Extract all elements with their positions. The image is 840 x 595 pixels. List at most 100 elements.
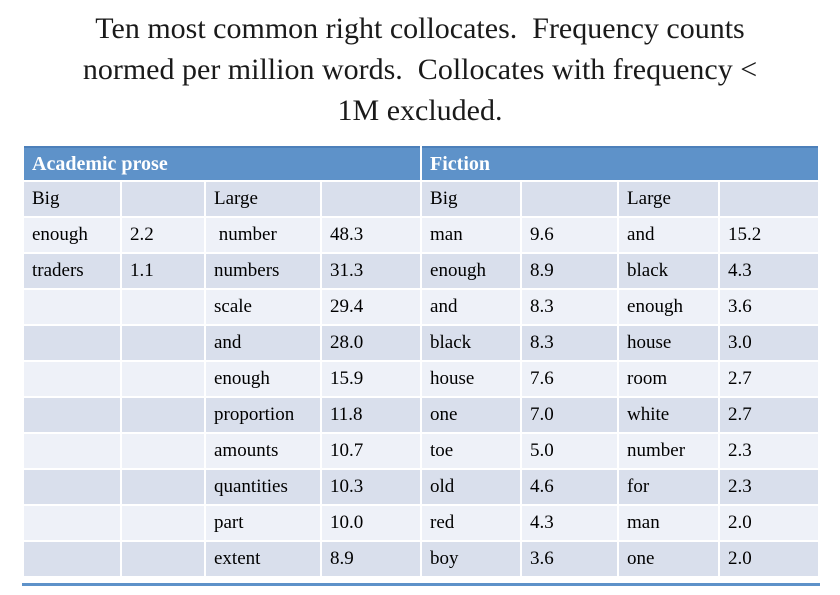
subheader-cell bbox=[322, 182, 421, 216]
group-header-row: Academic prose Fiction bbox=[24, 146, 819, 180]
table-row: traders 1.1 numbers 31.3 enough 8.9 blac… bbox=[24, 254, 819, 288]
table-cell: house bbox=[422, 362, 521, 396]
table-cell bbox=[24, 362, 120, 396]
table-cell: toe bbox=[422, 434, 521, 468]
table-cell bbox=[24, 290, 120, 324]
subheader-cell: Big bbox=[24, 182, 120, 216]
table-cell: 5.0 bbox=[522, 434, 618, 468]
table-cell: traders bbox=[24, 254, 120, 288]
table-cell: 2.0 bbox=[720, 542, 819, 576]
table-cell: 3.0 bbox=[720, 326, 819, 360]
table-cell: 10.3 bbox=[322, 470, 421, 504]
table-cell: 4.6 bbox=[522, 470, 618, 504]
table-cell bbox=[122, 362, 204, 396]
table-cell: room bbox=[619, 362, 719, 396]
subheader-cell: Big bbox=[422, 182, 521, 216]
table-cell: house bbox=[619, 326, 719, 360]
table-cell: quantities bbox=[206, 470, 320, 504]
subheader-cell bbox=[122, 182, 204, 216]
table-cell: old bbox=[422, 470, 521, 504]
table-cell: black bbox=[422, 326, 521, 360]
table-cell: 9.6 bbox=[522, 218, 618, 252]
table-cell: amounts bbox=[206, 434, 320, 468]
table-cell: black bbox=[619, 254, 719, 288]
table-cell: 7.6 bbox=[522, 362, 618, 396]
table-cell bbox=[122, 542, 204, 576]
table-cell: one bbox=[422, 398, 521, 432]
table-cell: 31.3 bbox=[322, 254, 421, 288]
table-cell: 3.6 bbox=[720, 290, 819, 324]
table-cell: 7.0 bbox=[522, 398, 618, 432]
table-cell: 2.2 bbox=[122, 218, 204, 252]
table-cell: scale bbox=[206, 290, 320, 324]
table-cell: for bbox=[619, 470, 719, 504]
slide-title: Ten most common right collocates. Freque… bbox=[0, 8, 840, 131]
table-cell: red bbox=[422, 506, 521, 540]
table-cell bbox=[24, 326, 120, 360]
table-cell: 29.4 bbox=[322, 290, 421, 324]
table-cell: 15.9 bbox=[322, 362, 421, 396]
table-cell: number bbox=[619, 434, 719, 468]
table-cell bbox=[24, 506, 120, 540]
table-cell: enough bbox=[24, 218, 120, 252]
table-row: enough 15.9 house 7.6 room 2.7 bbox=[24, 362, 819, 396]
title-line-3: 1M excluded. bbox=[337, 94, 503, 127]
table-cell bbox=[122, 326, 204, 360]
table-row: part 10.0 red 4.3 man 2.0 bbox=[24, 506, 819, 540]
table-cell: extent bbox=[206, 542, 320, 576]
table-cell: and bbox=[422, 290, 521, 324]
table-cell: proportion bbox=[206, 398, 320, 432]
table-cell: 2.7 bbox=[720, 398, 819, 432]
table-cell bbox=[24, 470, 120, 504]
table-cell: numbers bbox=[206, 254, 320, 288]
table-cell: boy bbox=[422, 542, 521, 576]
table-cell bbox=[122, 290, 204, 324]
table-row: and 28.0 black 8.3 house 3.0 bbox=[24, 326, 819, 360]
table-cell: 2.0 bbox=[720, 506, 819, 540]
table-row: extent 8.9 boy 3.6 one 2.0 bbox=[24, 542, 819, 576]
subheader-cell bbox=[522, 182, 618, 216]
table-cell bbox=[122, 434, 204, 468]
table-row: quantities 10.3 old 4.6 for 2.3 bbox=[24, 470, 819, 504]
table-cell: and bbox=[619, 218, 719, 252]
table-cell: part bbox=[206, 506, 320, 540]
table-cell: 3.6 bbox=[522, 542, 618, 576]
table-cell: 48.3 bbox=[322, 218, 421, 252]
table-cell: one bbox=[619, 542, 719, 576]
table-cell bbox=[122, 470, 204, 504]
table-cell: 11.8 bbox=[322, 398, 421, 432]
table-cell: 4.3 bbox=[522, 506, 618, 540]
table-cell: 4.3 bbox=[720, 254, 819, 288]
table-cell: white bbox=[619, 398, 719, 432]
table-cell: 8.9 bbox=[522, 254, 618, 288]
collocates-table: Academic prose Fiction Big Large Big Lar… bbox=[22, 144, 820, 578]
table-cell bbox=[122, 506, 204, 540]
table-row: scale 29.4 and 8.3 enough 3.6 bbox=[24, 290, 819, 324]
table-cell: enough bbox=[206, 362, 320, 396]
table-row: enough 2.2 number 48.3 man 9.6 and 15.2 bbox=[24, 218, 819, 252]
table-cell: and bbox=[206, 326, 320, 360]
table-bottom-accent-line bbox=[22, 583, 820, 586]
subheader-cell: Large bbox=[619, 182, 719, 216]
table-cell bbox=[24, 398, 120, 432]
table-cell: 8.3 bbox=[522, 290, 618, 324]
group-header-fiction: Fiction bbox=[422, 146, 819, 180]
table-row: amounts 10.7 toe 5.0 number 2.3 bbox=[24, 434, 819, 468]
table-cell: enough bbox=[619, 290, 719, 324]
table-cell: 2.3 bbox=[720, 434, 819, 468]
table-cell bbox=[122, 398, 204, 432]
title-line-1: Ten most common right collocates. Freque… bbox=[95, 12, 745, 45]
table-cell: 10.7 bbox=[322, 434, 421, 468]
table-cell bbox=[24, 434, 120, 468]
table-cell: 1.1 bbox=[122, 254, 204, 288]
table-cell: number bbox=[206, 218, 320, 252]
table-cell: 8.3 bbox=[522, 326, 618, 360]
table-cell: 8.9 bbox=[322, 542, 421, 576]
group-header-academic-prose: Academic prose bbox=[24, 146, 421, 180]
table-cell: 28.0 bbox=[322, 326, 421, 360]
table-cell: 2.3 bbox=[720, 470, 819, 504]
table-cell: 15.2 bbox=[720, 218, 819, 252]
title-line-2: normed per million words. Collocates wit… bbox=[82, 53, 758, 86]
table-row: proportion 11.8 one 7.0 white 2.7 bbox=[24, 398, 819, 432]
table-cell: man bbox=[619, 506, 719, 540]
